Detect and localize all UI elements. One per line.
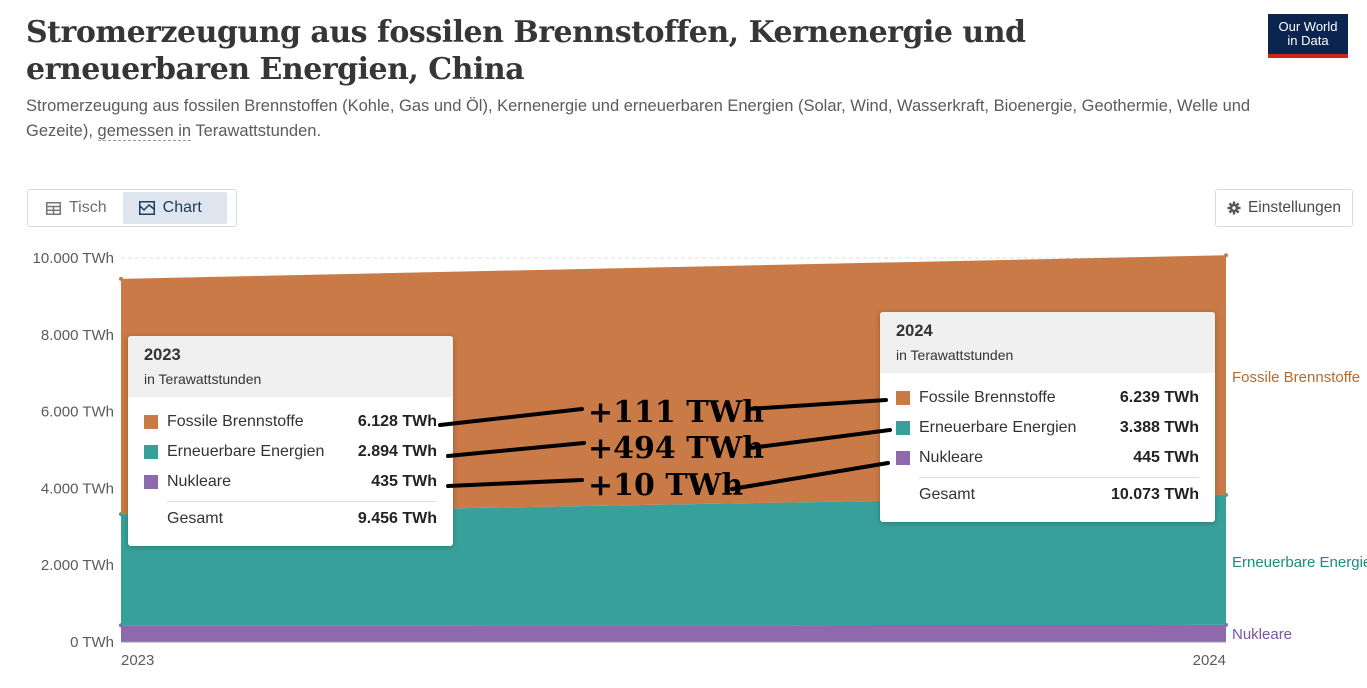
- y-tick-label: 6.000 TWh: [41, 404, 114, 421]
- subtitle-text-1: Stromerzeugung aus fossilen Brennstoffen…: [26, 97, 1251, 115]
- gear-icon: [1227, 201, 1241, 215]
- tooltip-row-nuclear: Nukleare 435 TWh: [144, 467, 437, 497]
- tooltip-unit: in Terawattstunden: [896, 347, 1014, 363]
- tooltip-2023: 2023 in Terawattstunden Fossile Brennsto…: [128, 336, 453, 546]
- tab-chart-label: Chart: [162, 199, 202, 216]
- tooltip-row-nuclear: Nukleare 445 TWh: [896, 443, 1199, 473]
- tooltip-row-name: Erneuerbare Energien: [167, 443, 325, 460]
- area-nukleare: [121, 624, 1226, 642]
- tooltip-row-name: Fossile Brennstoffe: [167, 413, 304, 430]
- series-label: Fossile Brennstoffe: [1232, 369, 1360, 386]
- chart-title: Stromerzeugung aus fossilen Brennstoffen…: [26, 15, 1026, 87]
- logo-line-1: Our World: [1278, 19, 1338, 34]
- y-tick-label: 2.000 TWh: [41, 557, 114, 574]
- tooltip-total-label: Gesamt: [919, 486, 976, 503]
- tooltip-year: 2024: [896, 322, 933, 340]
- tooltip-row-value: 3.388 TWh: [1119, 419, 1199, 436]
- series-label: Erneuerbare Energien: [1232, 554, 1367, 571]
- y-tick-label: 4.000 TWh: [41, 480, 114, 497]
- owid-logo[interactable]: Our World in Data: [1268, 14, 1348, 58]
- tooltip-row-name: Nukleare: [167, 473, 232, 490]
- tooltip-row-name: Erneuerbare Energien: [919, 419, 1077, 436]
- tooltip-row-name: Fossile Brennstoffe: [919, 389, 1056, 406]
- tooltip-row-value: 445 TWh: [1133, 449, 1199, 466]
- chart-subtitle: Stromerzeugung aus fossilen Brennstoffen…: [26, 94, 1346, 143]
- tooltip-row-renewable: Erneuerbare Energien 3.388 TWh: [896, 413, 1199, 443]
- series-label: Nukleare: [1232, 626, 1292, 643]
- fossil-swatch: [144, 415, 158, 429]
- tooltip-row-value: 2.894 TWh: [357, 443, 437, 460]
- logo-line-2: in Data: [1287, 33, 1329, 48]
- tooltip-unit: in Terawattstunden: [144, 371, 262, 387]
- y-tick-label: 10.000 TWh: [33, 250, 114, 267]
- y-tick-label: 8.000 TWh: [41, 327, 114, 344]
- view-tabs: Tisch Chart: [27, 189, 237, 227]
- tooltip-row-name: Nukleare: [919, 449, 984, 466]
- table-icon: [46, 201, 61, 215]
- fossil-swatch: [896, 391, 910, 405]
- tooltip-row-renewable: Erneuerbare Energien 2.894 TWh: [144, 437, 437, 467]
- x-tick-label: 2024: [1193, 652, 1226, 669]
- tooltip-row-total: Gesamt 9.456 TWh: [167, 501, 437, 536]
- renewable-swatch: [896, 421, 910, 435]
- tooltip-row-value: 6.239 TWh: [1119, 389, 1199, 406]
- subtitle-text-2: Gezeite),: [26, 121, 98, 140]
- data-point: [1224, 253, 1228, 258]
- tooltip-total-value: 9.456 TWh: [357, 510, 437, 527]
- tooltip-2024: 2024 in Terawattstunden Fossile Brennsto…: [880, 312, 1215, 522]
- tab-table[interactable]: Tisch: [30, 192, 123, 224]
- tooltip-row-total: Gesamt 10.073 TWh: [919, 477, 1199, 512]
- tooltip-row-value: 435 TWh: [371, 473, 437, 490]
- subtitle-text-3: Terawattstunden.: [191, 121, 322, 140]
- y-tick-label: 0 TWh: [70, 634, 114, 651]
- tooltip-total-value: 10.073 TWh: [1110, 486, 1199, 503]
- renewable-swatch: [144, 445, 158, 459]
- chart-icon: [138, 201, 155, 215]
- tab-chart[interactable]: Chart: [122, 192, 227, 224]
- tooltip-year: 2023: [144, 346, 181, 364]
- tooltip-total-label: Gesamt: [167, 510, 224, 527]
- nuclear-swatch: [896, 451, 910, 465]
- tooltip-row-value: 6.128 TWh: [357, 413, 437, 430]
- tab-table-label: Tisch: [69, 199, 107, 216]
- data-point: [119, 276, 123, 281]
- nuclear-swatch: [144, 475, 158, 489]
- x-tick-label: 2023: [121, 652, 154, 669]
- tooltip-row-fossil: Fossile Brennstoffe 6.128 TWh: [144, 407, 437, 437]
- settings-button[interactable]: Einstellungen: [1215, 189, 1353, 227]
- subtitle-link[interactable]: gemessen in: [97, 121, 192, 141]
- settings-label: Einstellungen: [1247, 199, 1342, 216]
- tooltip-row-fossil: Fossile Brennstoffe 6.239 TWh: [896, 383, 1199, 413]
